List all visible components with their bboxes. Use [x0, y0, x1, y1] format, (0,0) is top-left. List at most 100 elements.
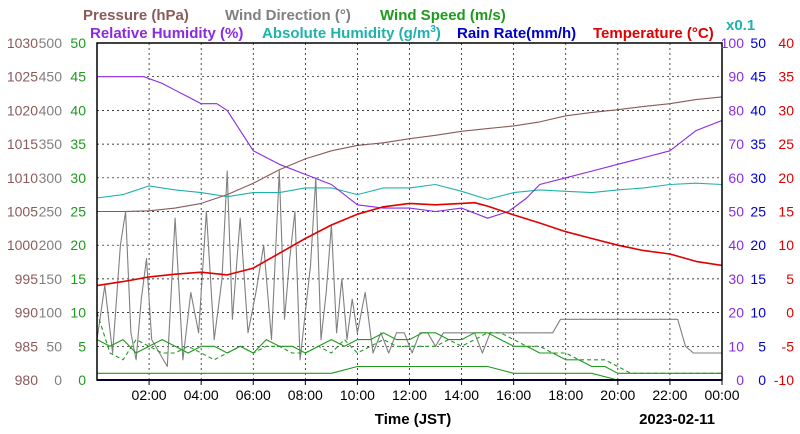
- y-tick-rh: 20: [728, 305, 744, 321]
- y-tick-rh: 0: [736, 372, 744, 388]
- axis-ticks: 1030102510201015101010051000995990985980…: [7, 35, 794, 403]
- y-tick-wind-speed: 40: [70, 102, 86, 118]
- y-tick-wind-dir: 100: [39, 305, 63, 321]
- x-tick-label: 10:00: [340, 387, 375, 403]
- y-tick-rain: 0: [758, 372, 766, 388]
- y-tick-pressure: 1010: [7, 170, 38, 186]
- absolute-humidity-title: Absolute Humidity (g/m3): [262, 24, 441, 42]
- y-tick-rain: 40: [750, 102, 766, 118]
- y-tick-rh: 100: [721, 35, 745, 51]
- y-tick-temperature: -10: [774, 372, 794, 388]
- y-tick-temperature: 0: [786, 305, 794, 321]
- x-tick-label: 12:00: [392, 387, 427, 403]
- y-tick-wind-dir: 0: [54, 372, 62, 388]
- wind-speed-title: Wind Speed (m/s): [380, 7, 506, 24]
- y-tick-wind-speed: 10: [70, 305, 86, 321]
- y-tick-rain: 25: [750, 204, 766, 220]
- chart-grid: [97, 43, 722, 380]
- y-tick-rain: 30: [750, 170, 766, 186]
- y-tick-rh: 80: [728, 102, 744, 118]
- absolute-humidity-title-suffix: ): [436, 25, 441, 42]
- pressure-title: Pressure (hPa): [83, 7, 189, 24]
- wind-direction-title: Wind Direction (°): [225, 7, 351, 24]
- x-tick-label: 14:00: [444, 387, 479, 403]
- y-tick-temperature: 10: [778, 237, 794, 253]
- y-tick-wind-dir: 400: [39, 102, 63, 118]
- y-tick-temperature: 30: [778, 102, 794, 118]
- y-tick-rain: 20: [750, 237, 766, 253]
- series-pressure-hpa: [97, 96, 723, 213]
- x-axis-label: Time (JST): [375, 411, 451, 428]
- y-tick-wind-dir: 500: [39, 35, 63, 51]
- series-absolute-humidity: [96, 182, 723, 200]
- y-tick-rain: 50: [750, 35, 766, 51]
- y-tick-wind-speed: 5: [78, 338, 86, 354]
- x-tick-label: 20:00: [600, 387, 635, 403]
- y-tick-temperature: 20: [778, 170, 794, 186]
- x-tick-label: 02:00: [132, 387, 167, 403]
- x-tick-label: 16:00: [496, 387, 531, 403]
- y-tick-temperature: -5: [782, 338, 795, 354]
- absolute-humidity-title-sup: 3: [430, 24, 436, 35]
- rain-scale-note: x0.1: [726, 17, 755, 34]
- y-tick-wind-speed: 45: [70, 69, 86, 85]
- y-tick-wind-dir: 300: [39, 170, 63, 186]
- x-tick-label: 04:00: [184, 387, 219, 403]
- y-tick-rh: 60: [728, 170, 744, 186]
- y-tick-rh: 90: [728, 69, 744, 85]
- y-tick-rh: 30: [728, 271, 744, 287]
- y-tick-rh: 40: [728, 237, 744, 253]
- y-tick-wind-speed: 50: [70, 35, 86, 51]
- y-tick-rain: 10: [750, 305, 766, 321]
- temperature-title: Temperature (°C): [593, 25, 714, 42]
- relative-humidity-title: Relative Humidity (%): [90, 25, 243, 42]
- y-tick-rh: 50: [728, 204, 744, 220]
- series-wind-speed-m-s: [96, 332, 722, 374]
- y-tick-temperature: 5: [786, 271, 794, 287]
- y-tick-wind-speed: 0: [78, 372, 86, 388]
- y-tick-pressure: 1015: [7, 136, 38, 152]
- y-tick-wind-speed: 35: [70, 136, 86, 152]
- y-tick-wind-dir: 150: [39, 271, 63, 287]
- x-tick-label: 18:00: [548, 387, 583, 403]
- series-wind-direction: [96, 170, 722, 368]
- y-tick-pressure: 980: [15, 372, 39, 388]
- series-relative-humidity: [97, 76, 723, 219]
- y-tick-wind-speed: 20: [70, 237, 86, 253]
- y-tick-rain: 35: [750, 136, 766, 152]
- y-tick-temperature: 25: [778, 136, 794, 152]
- y-tick-pressure: 990: [15, 305, 39, 321]
- date-label: 2023-02-11: [639, 411, 715, 428]
- rain-rate-title: Rain Rate(mm/h): [457, 25, 576, 42]
- y-tick-wind-dir: 250: [39, 204, 63, 220]
- y-tick-wind-speed: 25: [70, 204, 86, 220]
- y-tick-temperature: 15: [778, 204, 794, 220]
- y-tick-rh: 70: [728, 136, 744, 152]
- y-tick-wind-speed: 15: [70, 271, 86, 287]
- y-tick-pressure: 1020: [7, 102, 38, 118]
- y-tick-pressure: 1030: [7, 35, 38, 51]
- x-tick-label: 08:00: [288, 387, 323, 403]
- x-tick-label: 00:00: [704, 387, 739, 403]
- x-tick-label: 06:00: [236, 387, 271, 403]
- absolute-humidity-title-prefix: Absolute Humidity (g/m: [262, 25, 430, 42]
- y-tick-rh: 10: [728, 338, 744, 354]
- y-tick-pressure: 985: [15, 338, 39, 354]
- y-tick-pressure: 1000: [7, 237, 38, 253]
- y-tick-pressure: 1005: [7, 204, 38, 220]
- y-tick-temperature: 40: [778, 35, 794, 51]
- series-temperature-c: [96, 201, 723, 287]
- x-tick-label: 22:00: [652, 387, 687, 403]
- y-tick-wind-dir: 450: [39, 69, 63, 85]
- y-tick-wind-speed: 30: [70, 170, 86, 186]
- y-tick-wind-dir: 200: [39, 237, 63, 253]
- y-tick-wind-dir: 350: [39, 136, 63, 152]
- y-tick-wind-dir: 50: [46, 338, 62, 354]
- y-tick-rain: 15: [750, 271, 766, 287]
- y-tick-rain: 45: [750, 69, 766, 85]
- y-tick-pressure: 1025: [7, 69, 38, 85]
- y-tick-rain: 5: [758, 338, 766, 354]
- y-tick-pressure: 995: [15, 271, 39, 287]
